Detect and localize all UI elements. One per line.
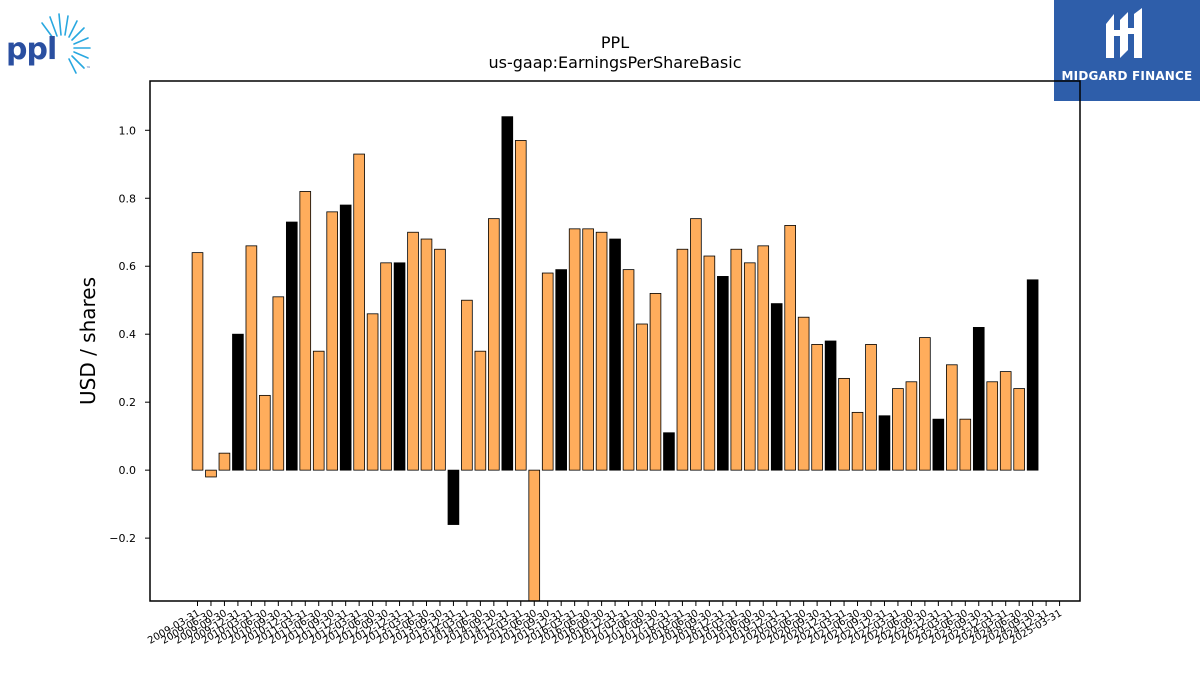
bar-2011-12-31 (339, 204, 352, 471)
bar-2022-09-30 (919, 337, 931, 471)
bar-2023-12-31 (986, 381, 999, 471)
bar-2023-06-30 (959, 418, 972, 471)
bar-2024-09-30 (1026, 279, 1039, 471)
bar-2009-06-30 (205, 469, 217, 478)
plot-frame (149, 80, 1081, 602)
y-axis-label: USD / shares (76, 277, 100, 405)
bar-2012-03-31 (353, 153, 365, 471)
y-tick-label: 0.8 (119, 192, 137, 205)
bar-2012-09-30 (380, 262, 392, 471)
bar-2015-09-30 (541, 272, 554, 471)
bar-2017-03-31 (622, 269, 635, 471)
bar-2013-09-30 (434, 248, 446, 471)
bar-2015-03-31 (514, 140, 527, 471)
midgard-finance-logo: MIDGARD FINANCE (1054, 0, 1200, 101)
bar-2012-12-31 (393, 262, 406, 471)
ppl-sunburst-icon (41, 13, 91, 74)
bar-2019-09-30 (757, 245, 770, 471)
bar-2020-12-31 (824, 340, 837, 471)
midgard-monogram-icon (1106, 8, 1142, 58)
ppl-logo: ppl ™ (4, 6, 96, 76)
bar-2013-06-30 (420, 238, 433, 471)
y-axis: −0.2 0.0 0.2 0.4 0.6 0.8 1.0 (109, 124, 150, 545)
y-tick-label: 1.0 (119, 124, 137, 137)
bar-2024-06-30 (1013, 388, 1025, 471)
bar-2016-12-31 (609, 238, 621, 471)
trademark-symbol: ™ (86, 66, 91, 72)
bar-2019-03-31 (730, 248, 743, 471)
bar-2022-03-31 (892, 388, 904, 471)
bar-2018-12-31 (717, 276, 729, 471)
bar-2024-03-31 (999, 371, 1012, 471)
bar-2009-09-30 (218, 452, 231, 471)
bar-2009-12-31 (232, 333, 244, 471)
bar-2022-06-30 (905, 381, 918, 471)
bar-2016-06-30 (582, 228, 594, 471)
bar-2014-06-30 (474, 350, 487, 471)
bar-2009-03-31 (191, 252, 204, 471)
bar-2018-03-31 (676, 248, 689, 471)
bar-2021-12-31 (878, 415, 891, 471)
bar-2011-03-31 (299, 191, 312, 471)
bar-2015-12-31 (555, 269, 567, 471)
ppl-logo-text: ppl (6, 32, 57, 67)
x-axis: 2009-03-312009-06-302009-09-302009-12-31… (146, 601, 1064, 647)
bar-2012-06-30 (366, 313, 379, 471)
bar-2011-06-30 (312, 350, 325, 471)
bar-2011-09-30 (326, 211, 338, 471)
y-tick-label: 0.0 (119, 464, 137, 477)
bar-2019-06-30 (743, 262, 756, 471)
bar-2013-03-31 (407, 231, 419, 471)
chart-title: PPL (601, 33, 629, 52)
bar-2018-09-30 (703, 255, 716, 471)
y-tick-label: 0.2 (119, 396, 137, 409)
y-tick-label: 0.6 (119, 260, 137, 273)
bar-2015-06-30 (528, 469, 541, 602)
bar-2023-03-31 (946, 364, 958, 471)
bar-2014-03-31 (461, 299, 473, 471)
bars-group (191, 116, 1039, 602)
y-tick-label: 0.4 (119, 328, 137, 341)
bar-2020-06-30 (797, 316, 810, 471)
midgard-logo-text: MIDGARD FINANCE (1061, 69, 1193, 83)
bar-2020-03-31 (784, 225, 796, 471)
bar-2018-06-30 (690, 218, 702, 471)
chart-subtitle: us-gaap:EarningsPerShareBasic (488, 53, 741, 72)
bar-2010-03-31 (245, 245, 258, 471)
bar-2013-12-31 (447, 469, 460, 525)
bar-2017-06-30 (636, 323, 648, 471)
bar-2010-09-30 (272, 296, 285, 471)
bar-2021-03-31 (838, 377, 850, 471)
bar-2017-09-30 (649, 293, 662, 471)
y-tick-label: −0.2 (109, 532, 136, 545)
bar-2022-12-31 (932, 418, 945, 471)
bar-2023-09-30 (972, 327, 985, 471)
bar-2019-12-31 (770, 303, 783, 471)
bar-2021-09-30 (865, 343, 877, 471)
bar-2014-09-30 (488, 218, 500, 471)
bar-2016-03-31 (568, 228, 581, 471)
bar-2010-06-30 (259, 394, 271, 471)
bar-2020-09-30 (811, 343, 823, 471)
bar-2021-06-30 (851, 411, 864, 471)
bar-2017-12-31 (663, 432, 675, 471)
bar-2014-12-31 (501, 116, 514, 471)
bar-2010-12-31 (285, 221, 298, 471)
bar-2016-09-30 (595, 231, 608, 471)
